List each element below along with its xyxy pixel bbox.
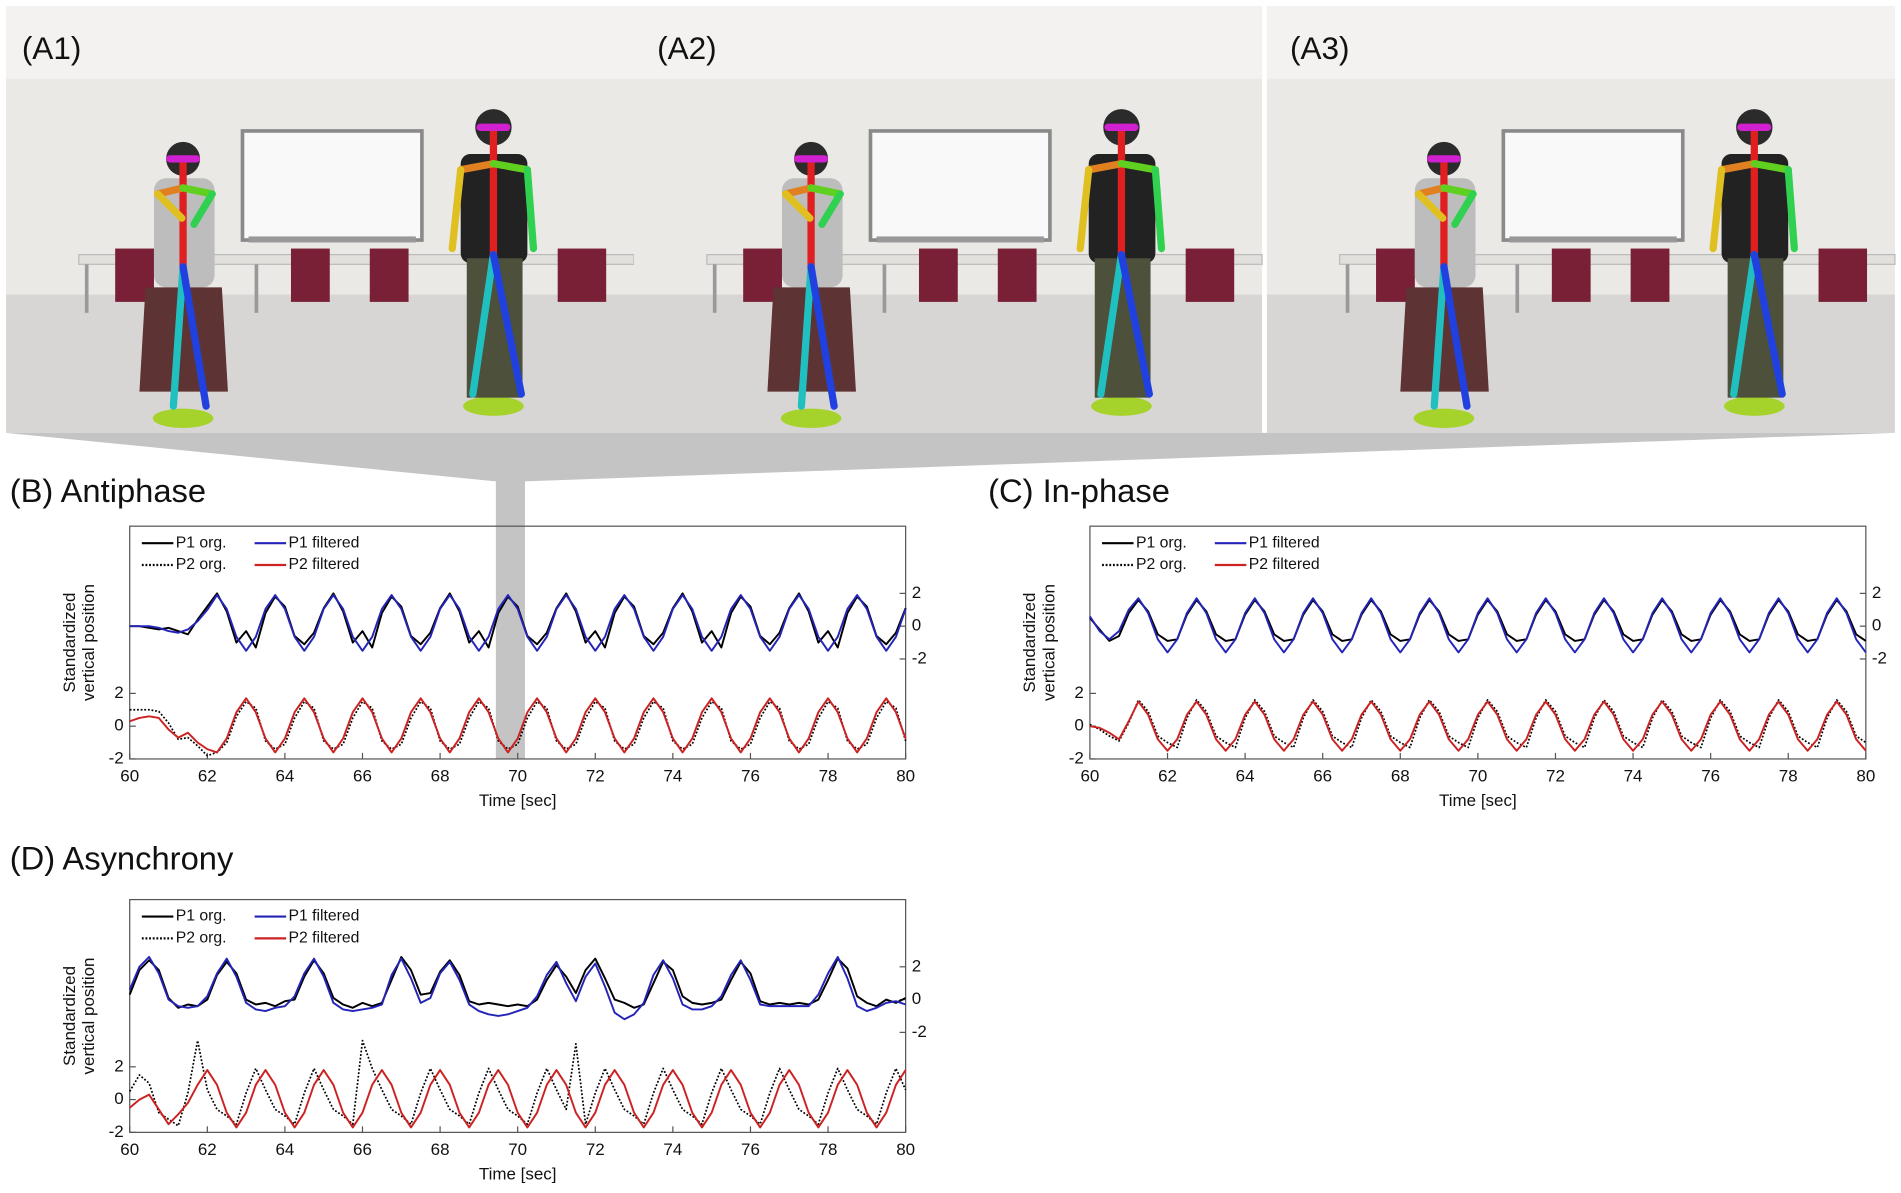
x-tick-label: 66 bbox=[353, 767, 372, 786]
series-line bbox=[128, 955, 907, 1009]
x-tick-label: 78 bbox=[1779, 767, 1798, 786]
legend-label: P1 filtered bbox=[289, 908, 360, 925]
y-axis-label: Standardized bbox=[1020, 593, 1039, 693]
x-tick-label: 78 bbox=[819, 767, 838, 786]
series-line bbox=[1089, 598, 1867, 642]
y2-tick-label: 0 bbox=[912, 989, 921, 1008]
y-tick-label: 2 bbox=[114, 683, 123, 702]
x-tick-label: 62 bbox=[198, 1140, 217, 1159]
y-tick-label: -2 bbox=[109, 1122, 124, 1141]
photo-label: (A3) bbox=[1290, 30, 1350, 66]
x-tick-label: 80 bbox=[1856, 767, 1875, 786]
series-line bbox=[129, 1069, 907, 1129]
series-line bbox=[129, 592, 907, 649]
x-tick-label: 78 bbox=[819, 1140, 838, 1159]
x-tick-label: 62 bbox=[198, 767, 217, 786]
x-tick-label: 64 bbox=[275, 767, 294, 786]
photo-label: (A2) bbox=[657, 30, 717, 66]
legend-label: P1 org. bbox=[176, 908, 227, 925]
x-axis-label: Time [sec] bbox=[479, 1164, 557, 1183]
y-axis-label: Standardized bbox=[60, 593, 79, 693]
legend-label: P2 org. bbox=[176, 556, 227, 573]
series-line bbox=[129, 697, 907, 754]
plot-frame bbox=[1089, 525, 1867, 760]
y2-tick-label: 0 bbox=[1872, 616, 1881, 635]
plot-frame bbox=[129, 898, 907, 1133]
x-tick-label: 74 bbox=[663, 1140, 682, 1159]
photo-panel bbox=[1267, 6, 1895, 433]
x-tick-label: 80 bbox=[896, 767, 915, 786]
x-tick-label: 76 bbox=[741, 767, 760, 786]
legend-label: P2 org. bbox=[176, 930, 227, 947]
legend-label: P1 filtered bbox=[1249, 534, 1320, 551]
y2-tick-label: 2 bbox=[912, 956, 921, 975]
x-tick-label: 76 bbox=[1701, 767, 1720, 786]
x-tick-label: 66 bbox=[353, 1140, 372, 1159]
chart-title: (B) Antiphase bbox=[10, 472, 206, 509]
photo-label: (A1) bbox=[22, 30, 82, 66]
chart-title: (D) Asynchrony bbox=[10, 839, 234, 876]
legend-label: P1 org. bbox=[176, 534, 227, 551]
legend-label: P2 filtered bbox=[289, 556, 360, 573]
x-tick-label: 60 bbox=[120, 767, 139, 786]
x-tick-label: 76 bbox=[741, 1140, 760, 1159]
y-tick-label: 0 bbox=[114, 1089, 123, 1108]
y2-tick-label: 2 bbox=[912, 583, 921, 602]
y-axis-label: vertical position bbox=[79, 958, 98, 1075]
legend-label: P2 filtered bbox=[289, 930, 360, 947]
y2-tick-label: 0 bbox=[912, 616, 921, 635]
y2-tick-label: -2 bbox=[912, 1022, 927, 1041]
x-tick-label: 72 bbox=[586, 1140, 605, 1159]
x-tick-label: 70 bbox=[1468, 767, 1487, 786]
x-tick-label: 62 bbox=[1158, 767, 1177, 786]
y-axis-label: Standardized bbox=[60, 966, 79, 1066]
legend-label: P1 filtered bbox=[289, 534, 360, 551]
x-tick-label: 68 bbox=[431, 1140, 450, 1159]
x-tick-label: 72 bbox=[1546, 767, 1565, 786]
y-tick-label: 0 bbox=[114, 716, 123, 735]
series-line bbox=[1089, 699, 1867, 749]
y2-tick-label: -2 bbox=[912, 648, 927, 667]
y-tick-label: 2 bbox=[114, 1056, 123, 1075]
y-tick-label: -2 bbox=[109, 748, 124, 767]
photo-panel bbox=[6, 6, 634, 433]
series-line bbox=[1089, 597, 1867, 654]
photo-panel bbox=[634, 6, 1262, 433]
x-tick-label: 80 bbox=[896, 1140, 915, 1159]
y-tick-label: 0 bbox=[1074, 716, 1083, 735]
x-tick-label: 70 bbox=[508, 767, 527, 786]
y-tick-label: -2 bbox=[1069, 748, 1084, 767]
y2-tick-label: 2 bbox=[1872, 583, 1881, 602]
x-tick-label: 60 bbox=[120, 1140, 139, 1159]
x-tick-label: 72 bbox=[586, 767, 605, 786]
y-axis-label: vertical position bbox=[79, 584, 98, 701]
y2-tick-label: -2 bbox=[1872, 648, 1887, 667]
legend-label: P2 org. bbox=[1136, 556, 1187, 573]
chart-title: (C) In-phase bbox=[988, 472, 1170, 509]
series-line bbox=[1089, 700, 1867, 752]
y-tick-label: 2 bbox=[1074, 683, 1083, 702]
y-axis-label: vertical position bbox=[1039, 584, 1058, 701]
x-tick-label: 68 bbox=[1391, 767, 1410, 786]
x-tick-label: 68 bbox=[431, 767, 450, 786]
x-tick-label: 60 bbox=[1080, 767, 1099, 786]
x-axis-label: Time [sec] bbox=[479, 791, 557, 810]
x-tick-label: 74 bbox=[1624, 767, 1643, 786]
x-tick-label: 64 bbox=[1236, 767, 1255, 786]
x-tick-label: 70 bbox=[508, 1140, 527, 1159]
x-axis-label: Time [sec] bbox=[1439, 791, 1517, 810]
legend-label: P1 org. bbox=[1136, 534, 1187, 551]
legend-label: P2 filtered bbox=[1249, 556, 1320, 573]
x-tick-label: 66 bbox=[1313, 767, 1332, 786]
series-line bbox=[129, 594, 907, 652]
series-line bbox=[128, 955, 906, 1021]
x-tick-label: 74 bbox=[663, 767, 682, 786]
x-tick-label: 64 bbox=[275, 1140, 294, 1159]
